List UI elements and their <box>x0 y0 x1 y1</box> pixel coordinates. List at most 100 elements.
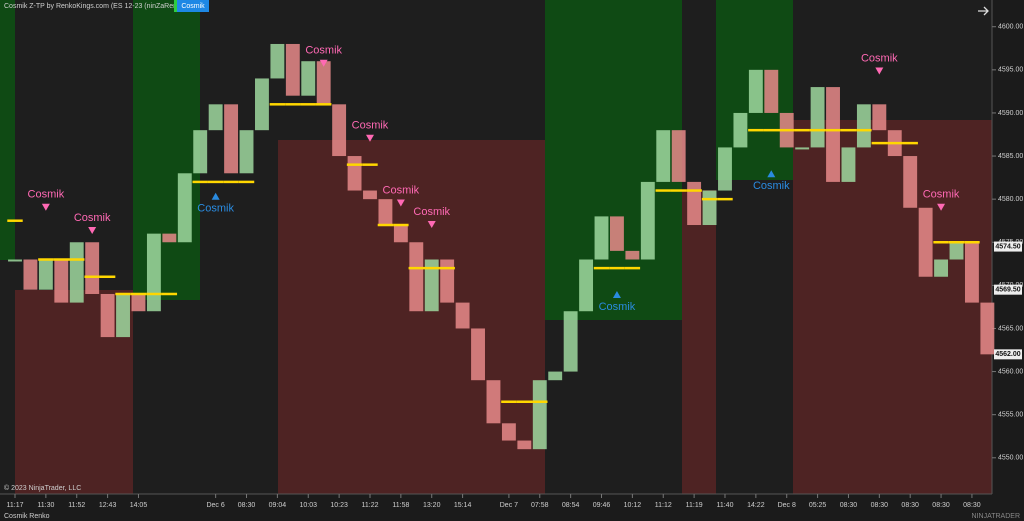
brick <box>255 78 269 131</box>
brick <box>609 216 624 251</box>
brick <box>285 43 300 96</box>
x-tick-label: 07:58 <box>531 502 549 509</box>
x-tick-label: 11:22 <box>361 502 378 509</box>
brick <box>239 130 254 174</box>
indicator-button[interactable] <box>177 0 209 12</box>
brick <box>208 104 223 131</box>
brick <box>69 242 84 303</box>
trend-zones <box>0 0 992 494</box>
brick <box>810 87 825 148</box>
zone-up <box>0 0 15 260</box>
zone-down <box>793 120 992 494</box>
brick <box>471 328 485 381</box>
brick <box>934 259 949 277</box>
signal-label: Cosmik <box>861 52 898 64</box>
signal-label: Cosmik <box>305 45 342 57</box>
x-tick-label: 09:46 <box>593 502 611 509</box>
x-tick-label: 15:14 <box>454 502 472 509</box>
x-tick-label: 11:17 <box>7 502 24 509</box>
brick <box>841 147 856 182</box>
price-marker <box>994 349 1022 360</box>
y-tick-label: 4600.00 <box>998 24 1023 31</box>
brick <box>687 181 702 226</box>
signal-label: Cosmik <box>753 180 790 192</box>
arrow-icon[interactable] <box>978 6 989 16</box>
x-tick-label: 08:30 <box>238 502 256 509</box>
x-tick-label: 08:30 <box>932 502 950 509</box>
brick <box>918 207 933 277</box>
x-tick-label: 10:23 <box>330 502 348 509</box>
price-marker-label: 4562.00 <box>995 351 1020 358</box>
brick <box>8 259 22 262</box>
y-tick-label: 4585.00 <box>998 153 1023 160</box>
brick <box>980 302 995 355</box>
tab-label[interactable]: Cosmik Renko <box>4 513 50 520</box>
brick <box>671 130 686 182</box>
signal-label: Cosmik <box>923 189 960 201</box>
brick <box>347 156 362 191</box>
y-tick-label: 4580.00 <box>998 196 1023 203</box>
brick <box>949 242 964 260</box>
brick <box>501 423 516 441</box>
y-tick-label: 4550.00 <box>998 455 1023 462</box>
x-tick-label: 08:30 <box>871 502 889 509</box>
brick <box>38 259 53 290</box>
brick <box>872 104 887 131</box>
button-label[interactable]: Cosmik <box>181 3 205 10</box>
brick <box>733 112 748 148</box>
signal-marker <box>41 203 50 211</box>
brick <box>795 147 810 150</box>
zone-down <box>278 140 545 494</box>
brick <box>85 242 100 294</box>
signal-label: Cosmik <box>74 212 111 224</box>
brick <box>409 242 424 312</box>
brick <box>116 293 130 338</box>
brick <box>378 199 393 226</box>
brick <box>100 293 115 338</box>
x-tick-label: 11:30 <box>37 502 54 509</box>
x-tick-label: Dec 8 <box>778 502 796 509</box>
x-tick-label: 11:58 <box>392 502 409 509</box>
brick <box>270 43 285 79</box>
brick <box>548 371 563 381</box>
signal-marker <box>612 290 621 298</box>
signal-marker <box>767 170 776 178</box>
x-tick-label: 08:30 <box>963 502 981 509</box>
signal-marker <box>211 192 220 200</box>
brick <box>23 259 38 290</box>
x-tick-label: 14:22 <box>747 502 765 509</box>
signal-label: Cosmik <box>599 301 636 313</box>
y-tick-label: 4560.00 <box>998 368 1023 375</box>
brick <box>964 242 979 303</box>
x-tick-label: Dec 7 <box>500 502 518 509</box>
chart-title: Cosmik Z-TP by RenkoKings.com (ES 12-23 … <box>4 3 205 10</box>
zone-up <box>133 0 200 300</box>
brick <box>764 69 779 113</box>
signal-marker <box>365 134 374 142</box>
x-tick-label: 08:30 <box>840 502 858 509</box>
signal-marker <box>396 199 405 207</box>
price-marker-label: 4569.50 <box>995 287 1020 294</box>
x-tick-label: 05:25 <box>809 502 827 509</box>
brick <box>363 190 377 200</box>
brick <box>826 87 840 182</box>
signal-marker <box>875 67 884 75</box>
brick <box>424 259 439 312</box>
brick <box>625 250 640 260</box>
brick <box>903 156 918 208</box>
brick <box>517 440 532 450</box>
y-tick-label: 4555.00 <box>998 412 1023 419</box>
brick <box>54 259 69 303</box>
brick <box>301 61 316 96</box>
brick <box>224 104 239 174</box>
brick <box>162 233 177 243</box>
signal-marker <box>937 203 946 211</box>
brick <box>131 293 146 312</box>
brick <box>440 259 455 303</box>
signal-label: Cosmik <box>413 206 450 218</box>
brick <box>177 173 192 243</box>
x-tick-label: 08:30 <box>901 502 919 509</box>
brick <box>486 380 501 424</box>
brick <box>316 61 331 105</box>
